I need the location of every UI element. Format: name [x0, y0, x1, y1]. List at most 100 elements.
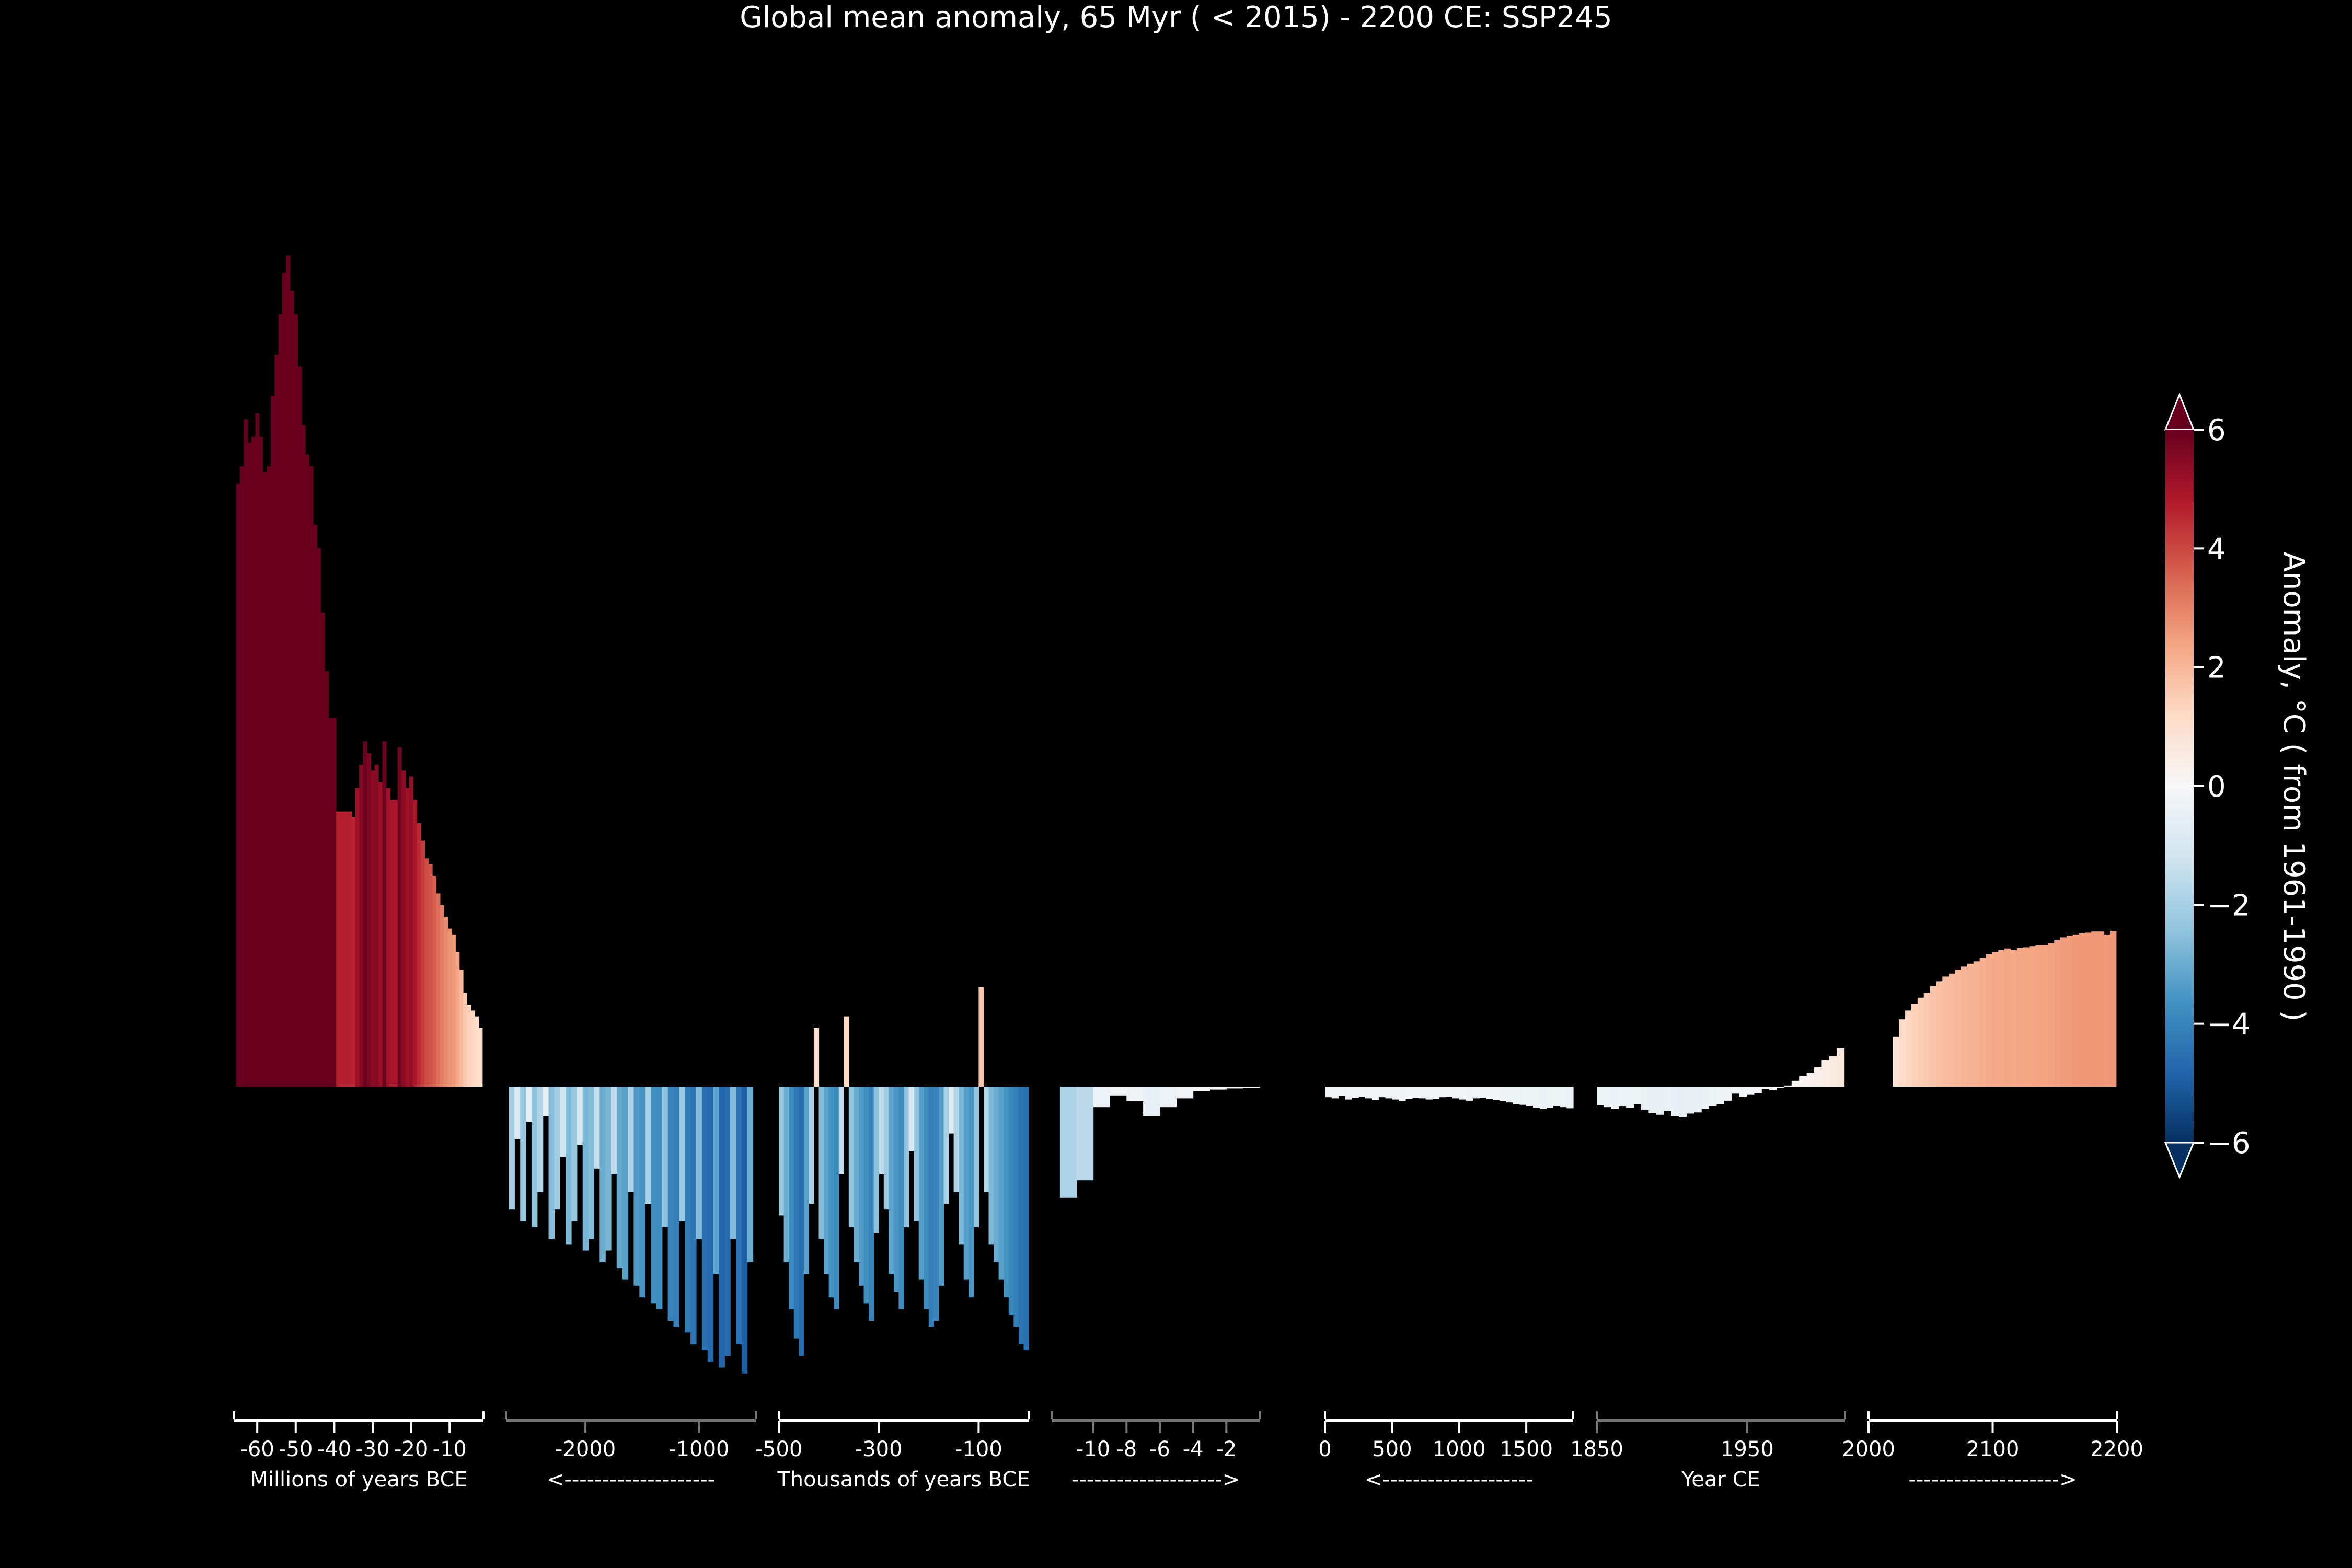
bar — [1110, 1087, 1127, 1096]
x-tick-label: 1000 — [1433, 1437, 1486, 1461]
bar — [478, 1028, 483, 1087]
bar — [1936, 981, 1943, 1087]
bar — [1352, 1087, 1359, 1098]
bar — [1446, 1087, 1453, 1097]
bar — [904, 1087, 909, 1227]
bar — [719, 1087, 725, 1368]
bar — [255, 413, 260, 1087]
bar — [1821, 1060, 1830, 1087]
bar — [1539, 1087, 1547, 1109]
panel-projection — [1893, 931, 2117, 1087]
bar — [611, 1087, 617, 1174]
x-tick-label: -300 — [855, 1437, 903, 1461]
x-axis-caption: <-------------------- — [547, 1468, 715, 1492]
bar — [543, 1087, 549, 1116]
bar — [470, 1010, 475, 1087]
bar — [386, 788, 390, 1087]
chart-title: Global mean anomaly, 65 Myr ( < 2015) - … — [740, 1, 1612, 34]
bar — [1724, 1087, 1732, 1101]
bar — [355, 788, 360, 1087]
bar — [409, 776, 413, 1087]
colorbar-label: Anomaly, °C ( from 1961-1990 ) — [2277, 552, 2311, 1022]
bar — [1626, 1087, 1634, 1108]
bar — [1973, 961, 1980, 1087]
bar — [1754, 1087, 1762, 1093]
colorbar-tick-label: −2 — [2207, 889, 2251, 923]
bar — [1459, 1087, 1467, 1100]
bar — [1378, 1087, 1386, 1098]
bar — [1371, 1087, 1379, 1100]
bar — [413, 800, 418, 1087]
bar — [1678, 1087, 1687, 1117]
bar — [633, 1087, 640, 1286]
x-tick-label: 0 — [1318, 1437, 1331, 1461]
x-tick-label: -10 — [1076, 1437, 1110, 1461]
bar — [1829, 1056, 1837, 1087]
colorbar-ticks: 6 4 2 0 −2 −4 −6 — [2194, 413, 2251, 1160]
bar — [1961, 966, 1968, 1087]
bar — [2091, 931, 2098, 1087]
x-axis-late-kyr: -500 -300 -100 Thousands of years BCE — [755, 1411, 1030, 1492]
bar — [1784, 1085, 1792, 1087]
bar — [914, 1087, 919, 1221]
x-axis-caption: --------------------> — [1908, 1468, 2077, 1492]
bar — [1656, 1087, 1664, 1115]
bar — [667, 1087, 674, 1321]
x-axis-caption: <-------------------- — [1365, 1468, 1533, 1492]
bar — [824, 1087, 829, 1274]
bar — [363, 741, 367, 1087]
bar — [1671, 1087, 1679, 1116]
bar — [622, 1087, 629, 1280]
bar — [1412, 1087, 1420, 1098]
bar — [305, 454, 310, 1087]
x-axis-caption: Year CE — [1681, 1468, 1760, 1492]
x-tick-label: -8 — [1116, 1437, 1137, 1461]
bar — [336, 811, 341, 1087]
bar — [1899, 1019, 1906, 1087]
bar — [679, 1087, 685, 1221]
bar — [1425, 1087, 1433, 1100]
colorbar-extend-max — [2164, 392, 2195, 431]
x-tick-label: -2 — [1216, 1437, 1237, 1461]
bar — [959, 1087, 964, 1245]
x-tick-label: -40 — [317, 1437, 351, 1461]
bar — [247, 443, 252, 1087]
bar — [605, 1087, 612, 1251]
bar — [348, 811, 352, 1087]
bar — [1911, 1004, 1918, 1087]
bar — [451, 934, 456, 1087]
bar — [809, 1087, 814, 1204]
bar — [789, 1087, 794, 1309]
bar — [869, 1087, 874, 1321]
bar — [730, 1087, 736, 1239]
bar — [1917, 997, 1924, 1087]
bar — [908, 1087, 914, 1151]
panel-early-kyr — [509, 1087, 754, 1374]
bar — [713, 1087, 719, 1274]
bar — [571, 1087, 578, 1221]
bar — [1769, 1087, 1777, 1090]
bar — [2085, 932, 2092, 1087]
bar — [838, 1087, 844, 1174]
bar — [270, 396, 275, 1087]
panel-common-era — [1325, 1087, 1574, 1109]
bar — [2109, 931, 2117, 1087]
bar — [382, 741, 387, 1087]
bar — [436, 893, 441, 1087]
bar — [1986, 954, 1992, 1087]
bar — [1526, 1087, 1534, 1106]
x-tick-label: 1500 — [1500, 1437, 1553, 1461]
bar — [1533, 1087, 1540, 1108]
colorbar-tick-label: 0 — [2207, 770, 2226, 804]
bar — [313, 524, 317, 1087]
bar — [560, 1087, 566, 1157]
bar — [1399, 1087, 1406, 1101]
bar — [973, 1087, 979, 1227]
bar — [428, 864, 433, 1087]
bar — [818, 1087, 824, 1239]
bar — [685, 1087, 691, 1333]
bar — [263, 472, 268, 1087]
bar — [1955, 970, 1962, 1087]
bar — [918, 1087, 924, 1280]
x-axis-early-kyr: -2000 -1000 <-------------------- — [505, 1411, 757, 1492]
